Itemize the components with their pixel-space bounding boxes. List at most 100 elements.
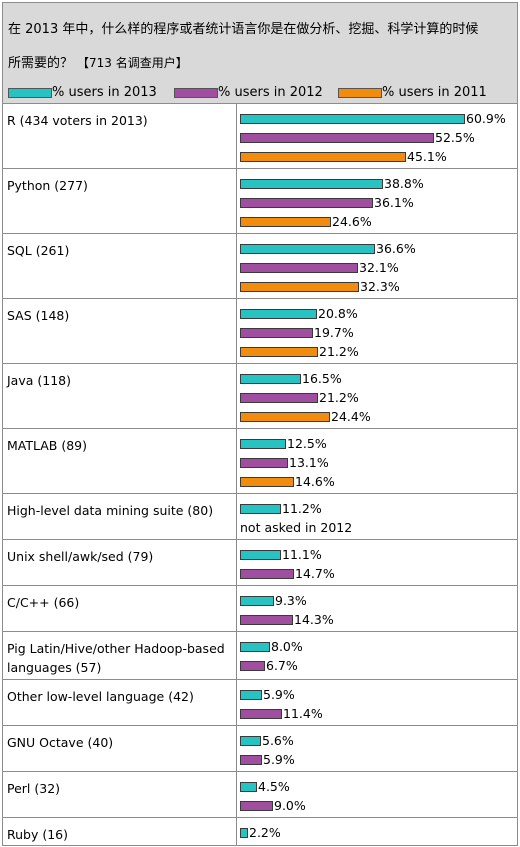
chart-row: SAS (148) 20.8% 19.7% 21.2%: [3, 299, 517, 364]
data-label-2013: 20.8%: [318, 306, 358, 321]
data-label-2012: 36.1%: [374, 195, 414, 210]
chart-header: 在 2013 年中，什么样的程序或者统计语言你是在做分析、挖掘、科学计算的时候 …: [3, 3, 517, 104]
category-label: C/C++ (66): [7, 595, 80, 610]
bar-2012: [240, 263, 358, 273]
category-cell: SQL (261): [3, 234, 237, 298]
bar-2013: [240, 690, 262, 700]
chart-row: GNU Octave (40) 5.6% 5.9%: [3, 726, 517, 772]
category-cell: Other low-level language (42): [3, 680, 237, 725]
legend-label-2011: % users in 2011: [382, 85, 487, 100]
category-cell: Unix shell/awk/sed (79): [3, 540, 237, 585]
data-label-2013: 11.2%: [282, 501, 322, 516]
data-label-2011: 21.2%: [319, 344, 359, 359]
bar-2013: [240, 439, 286, 449]
bar-2013: [240, 550, 281, 560]
bar-2013: [240, 309, 317, 319]
data-label-2012: 52.5%: [435, 130, 475, 145]
data-label-2011: 14.6%: [295, 474, 335, 489]
chart-row: R (434 voters in 2013) 60.9% 52.5% 45.1%: [3, 104, 517, 169]
category-label: Unix shell/awk/sed (79): [7, 549, 154, 564]
bar-2012: [240, 569, 294, 579]
bar-2012: [240, 801, 273, 811]
chart-row: Perl (32) 4.5% 9.0%: [3, 772, 517, 818]
category-cell: High-level data mining suite (80): [3, 494, 237, 539]
category-label: High-level data mining suite (80): [7, 503, 214, 518]
legend-label-2012: % users in 2012: [218, 85, 323, 100]
category-cell: MATLAB (89): [3, 429, 237, 493]
bar-2013: [240, 179, 383, 189]
category-cell: Pig Latin/Hive/other Hadoop-based langua…: [3, 632, 237, 679]
data-label-2013: 4.5%: [258, 779, 290, 794]
legend-swatch-2011: [338, 88, 382, 98]
data-label-2013: 36.6%: [376, 241, 416, 256]
chart-row: High-level data mining suite (80) 11.2% no…: [3, 494, 517, 540]
data-label-2011: 24.4%: [331, 409, 371, 424]
category-cell: GNU Octave (40): [3, 726, 237, 771]
bar-2012: [240, 661, 265, 671]
data-label-2013: 12.5%: [287, 436, 327, 451]
bar-2013: [240, 504, 281, 514]
data-label-2012: 21.2%: [319, 390, 359, 405]
chart-row: MATLAB (89) 12.5% 13.1% 14.6%: [3, 429, 517, 494]
category-cell: C/C++ (66): [3, 586, 237, 631]
chart-row: SQL (261) 36.6% 32.1% 32.3%: [3, 234, 517, 299]
series-note: not asked in 2012: [240, 520, 353, 535]
data-label-2013: 60.9%: [466, 111, 506, 126]
data-label-2011: 24.6%: [332, 214, 372, 229]
bar-2013: [240, 596, 274, 606]
bar-2013: [240, 828, 248, 838]
chart-row: Pig Latin/Hive/other Hadoop-based langua…: [3, 632, 517, 680]
category-label: Perl (32): [7, 781, 61, 796]
bar-2013: [240, 374, 301, 384]
chart-title-line-1: 在 2013 年中，什么样的程序或者统计语言你是在做分析、挖掘、科学计算的时候: [8, 22, 479, 37]
bar-2012: [240, 133, 434, 143]
category-cell: Java (118): [3, 364, 237, 428]
data-label-2012: 13.1%: [289, 455, 329, 470]
category-cell: Perl (32): [3, 772, 237, 817]
data-label-2013: 11.1%: [282, 547, 322, 562]
category-cell: Ruby (16): [3, 818, 237, 845]
chart-title-line-2: 所需要的？ 【713 名调查用户】: [8, 52, 188, 71]
bar-2012: [240, 755, 262, 765]
chart-title-question: 所需要的？: [8, 56, 74, 71]
chart-row: Python (277) 38.8% 36.1% 24.6%: [3, 169, 517, 234]
bar-2012: [240, 458, 288, 468]
bar-2011: [240, 412, 330, 422]
category-label: SQL (261): [7, 243, 70, 258]
category-label: GNU Octave (40): [7, 735, 114, 750]
data-label-2013: 8.0%: [271, 639, 303, 654]
category-label: Python (277): [7, 178, 88, 193]
category-label: SAS (148): [7, 308, 70, 323]
bar-2013: [240, 736, 261, 746]
bar-2013: [240, 244, 375, 254]
data-label-2013: 16.5%: [302, 371, 342, 386]
bar-2011: [240, 282, 359, 292]
chart-row: Java (118) 16.5% 21.2% 24.4%: [3, 364, 517, 429]
category-label: Pig Latin/Hive/other Hadoop-based langua…: [7, 641, 225, 675]
category-label: Ruby (16): [7, 827, 69, 842]
chart-row: Ruby (16) 2.2% 3.8%: [3, 818, 517, 845]
bar-2012: [240, 328, 313, 338]
data-label-2013: 9.3%: [275, 593, 307, 608]
bar-2012: [240, 615, 293, 625]
data-label-2011: 45.1%: [407, 149, 447, 164]
data-label-2012: 19.7%: [314, 325, 354, 340]
legend-swatch-2012: [174, 88, 218, 98]
data-label-2013: 5.9%: [263, 687, 295, 702]
data-label-2012: 32.1%: [359, 260, 399, 275]
data-label-2012: 14.3%: [294, 612, 334, 627]
data-label-2012: 11.4%: [283, 706, 323, 721]
category-label: R (434 voters in 2013): [7, 113, 148, 128]
chart-row: C/C++ (66) 9.3% 14.3%: [3, 586, 517, 632]
bar-2011: [240, 217, 331, 227]
respondent-count: 【713 名调查用户】: [77, 56, 188, 70]
bar-2013: [240, 642, 270, 652]
category-label: MATLAB (89): [7, 438, 88, 453]
chart-row: Unix shell/awk/sed (79) 11.1% 14.7%: [3, 540, 517, 586]
category-label: Java (118): [7, 373, 71, 388]
data-label-2011: 32.3%: [360, 279, 400, 294]
data-label-2012: 6.7%: [266, 658, 298, 673]
data-label-2013: 38.8%: [384, 176, 424, 191]
data-label-2012: 5.9%: [263, 752, 295, 767]
